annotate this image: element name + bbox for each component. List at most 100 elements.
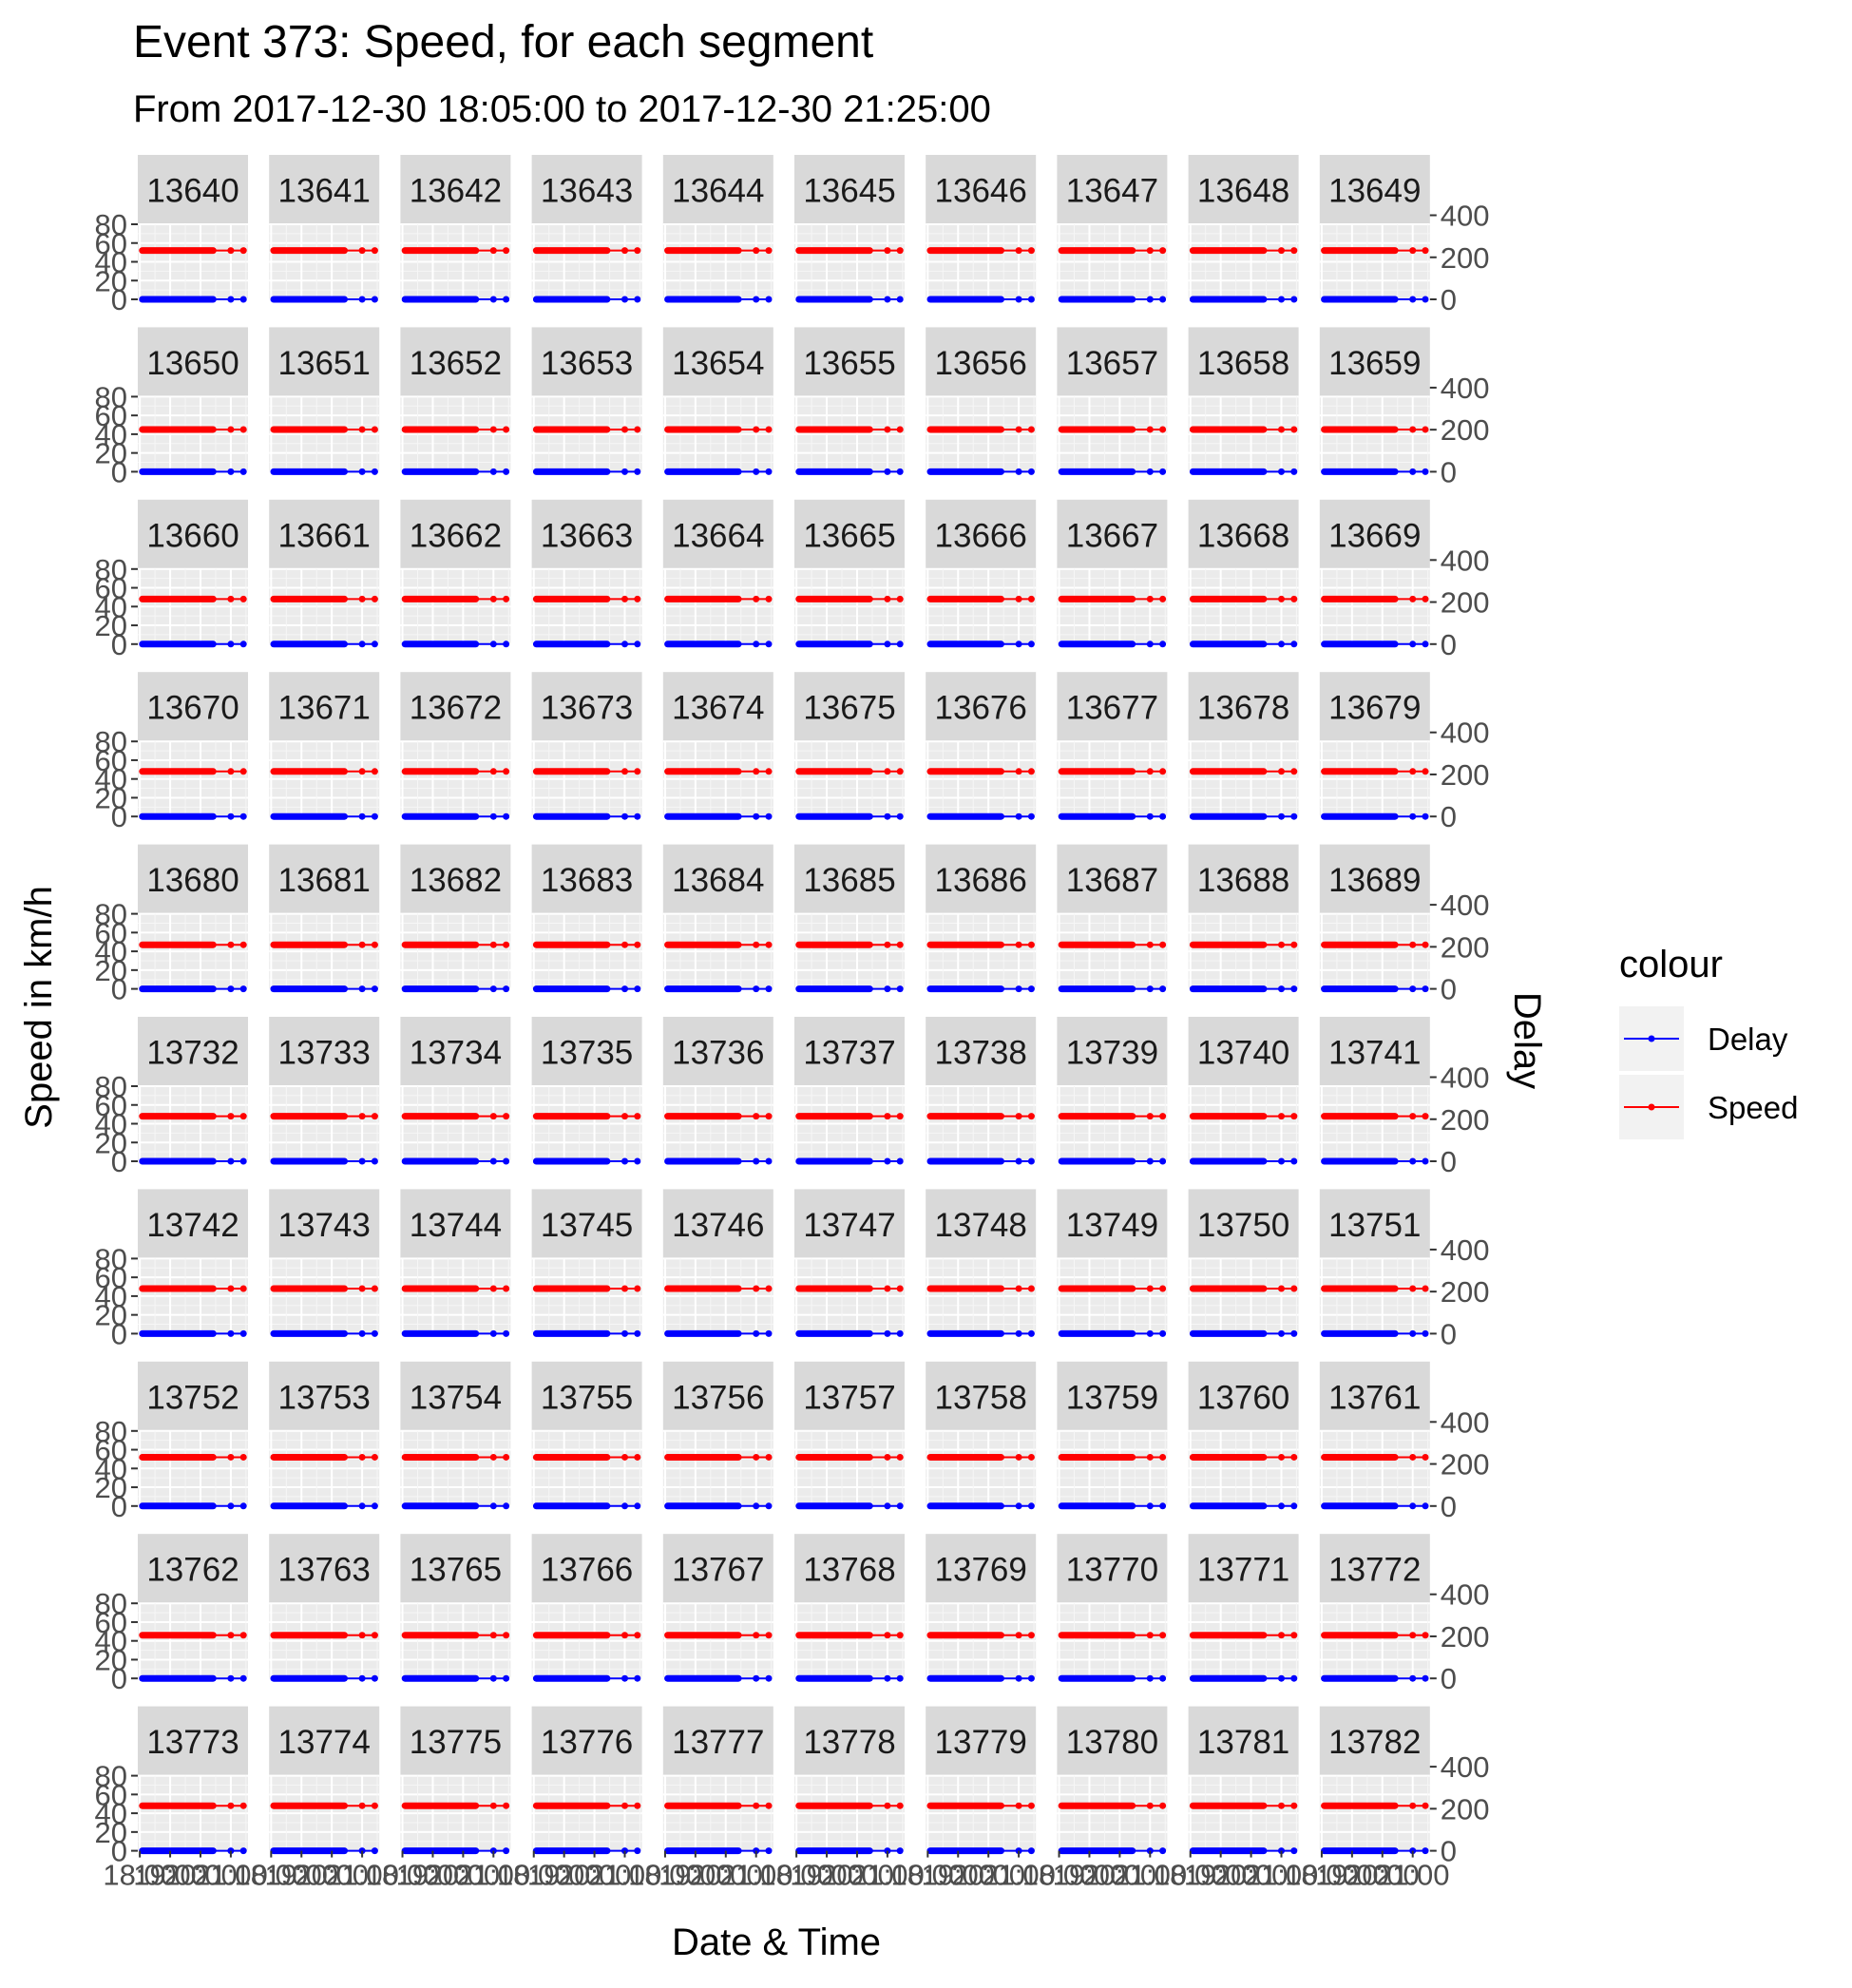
facet-panel: 13747: [794, 1189, 905, 1337]
facet-label: 13647: [1066, 173, 1158, 210]
speed-point: [1290, 247, 1298, 255]
delay-point: [765, 1157, 773, 1165]
facet-panel: 13653: [531, 327, 642, 475]
speed-point: [884, 426, 891, 433]
delay-point: [227, 1674, 235, 1682]
speed-point: [489, 1632, 497, 1639]
y-tick-label: 60: [95, 916, 127, 949]
delay-point: [503, 985, 510, 993]
delay-point: [896, 1502, 904, 1510]
speed-point: [621, 1453, 629, 1461]
delay-point: [371, 1329, 378, 1337]
speed-point: [621, 1802, 629, 1809]
facet-label: 13685: [803, 862, 895, 899]
speed-point: [227, 247, 235, 255]
delay-point: [634, 296, 641, 303]
facet-label: 13652: [410, 345, 502, 382]
facet-panel: 13677: [1057, 672, 1168, 820]
y2-tick-label: 400: [1441, 544, 1490, 577]
facet-panel: 13745: [531, 1189, 642, 1337]
delay-point: [621, 1329, 629, 1337]
delay-point: [1409, 985, 1417, 993]
speed-point: [1422, 1285, 1429, 1292]
speed-point: [227, 768, 235, 775]
speed-point: [634, 1632, 641, 1639]
delay-point: [1027, 1502, 1035, 1510]
facet-strip: [926, 1706, 1037, 1776]
speed-point: [1409, 768, 1417, 775]
speed-point: [1290, 1453, 1298, 1461]
delay-point: [239, 640, 247, 648]
facet-label: 13782: [1328, 1724, 1421, 1761]
facet-strip: [1319, 1706, 1430, 1776]
facet-panel: 13744: [400, 1189, 511, 1337]
facet-panel: 13663: [531, 499, 642, 648]
speed-point: [1159, 1453, 1167, 1461]
delay-point: [1422, 1329, 1429, 1337]
x-tick-label: 20:00: [1214, 1859, 1289, 1892]
facet-panel: 13759: [1057, 1361, 1168, 1510]
facet-strip: [1319, 1534, 1430, 1604]
facet-strip: [531, 1534, 642, 1604]
facet-strip: [138, 844, 248, 914]
legend-key-point: [1648, 1035, 1655, 1042]
facet-strip: [926, 499, 1037, 569]
speed-point: [896, 595, 904, 602]
facet-panel: 13751 0 200 400: [1319, 1189, 1490, 1350]
y-tick-label: 80: [95, 1070, 127, 1103]
facet-label: 13687: [1066, 862, 1158, 899]
x-tick-label: 21:00: [325, 1859, 399, 1892]
facet-panel: 13740: [1188, 1017, 1299, 1165]
facet-strip: [662, 1706, 773, 1776]
facet-panel: 13659 0 200 400: [1319, 327, 1490, 488]
facet-label: 13675: [803, 690, 895, 727]
delay-point: [1290, 1329, 1298, 1337]
speed-point: [1409, 1802, 1417, 1809]
speed-point: [884, 1113, 891, 1120]
delay-point: [489, 640, 497, 648]
speed-point: [489, 1453, 497, 1461]
delay-point: [489, 985, 497, 993]
facet-strip: [138, 1189, 248, 1259]
speed-point: [1146, 941, 1154, 948]
facet-strip: [662, 155, 773, 224]
delay-point: [503, 1329, 510, 1337]
y-tick-label: 40: [95, 246, 127, 279]
x-tick-label: 20:00: [689, 1859, 763, 1892]
facet-label: 13769: [935, 1552, 1027, 1589]
facet-label: 13758: [935, 1379, 1027, 1416]
facet-label: 13654: [672, 345, 764, 382]
delay-point: [765, 985, 773, 993]
x-tick-label: 19:00: [1184, 1859, 1258, 1892]
facet-label: 13770: [1066, 1552, 1158, 1589]
facet-label: 13673: [541, 690, 633, 727]
delay-point: [753, 1329, 760, 1337]
speed-point: [1027, 1285, 1035, 1292]
delay-point: [358, 640, 366, 648]
y-tick-label: 20: [95, 437, 127, 470]
speed-point: [1146, 1802, 1154, 1809]
delay-point: [896, 1674, 904, 1682]
delay-point: [765, 812, 773, 820]
speed-point: [765, 1285, 773, 1292]
facet-strip: [1188, 499, 1299, 569]
x-tick-label: 18:00: [103, 1859, 177, 1892]
speed-point: [1422, 1632, 1429, 1639]
facet-strip: [1057, 672, 1168, 742]
facet-panel: 13676: [926, 672, 1037, 820]
facet-label: 13779: [935, 1724, 1027, 1761]
facet-panel: 13655: [794, 327, 905, 475]
speed-point: [1159, 768, 1167, 775]
y-tick-label: 40: [95, 1625, 127, 1658]
speed-point: [1159, 1632, 1167, 1639]
delay-point: [1027, 468, 1035, 475]
facet-panel: 13645: [794, 155, 905, 303]
x-tick-label: 19:00: [264, 1859, 338, 1892]
delay-point: [1015, 1157, 1022, 1165]
facet-strip: [531, 155, 642, 224]
speed-point: [227, 1632, 235, 1639]
